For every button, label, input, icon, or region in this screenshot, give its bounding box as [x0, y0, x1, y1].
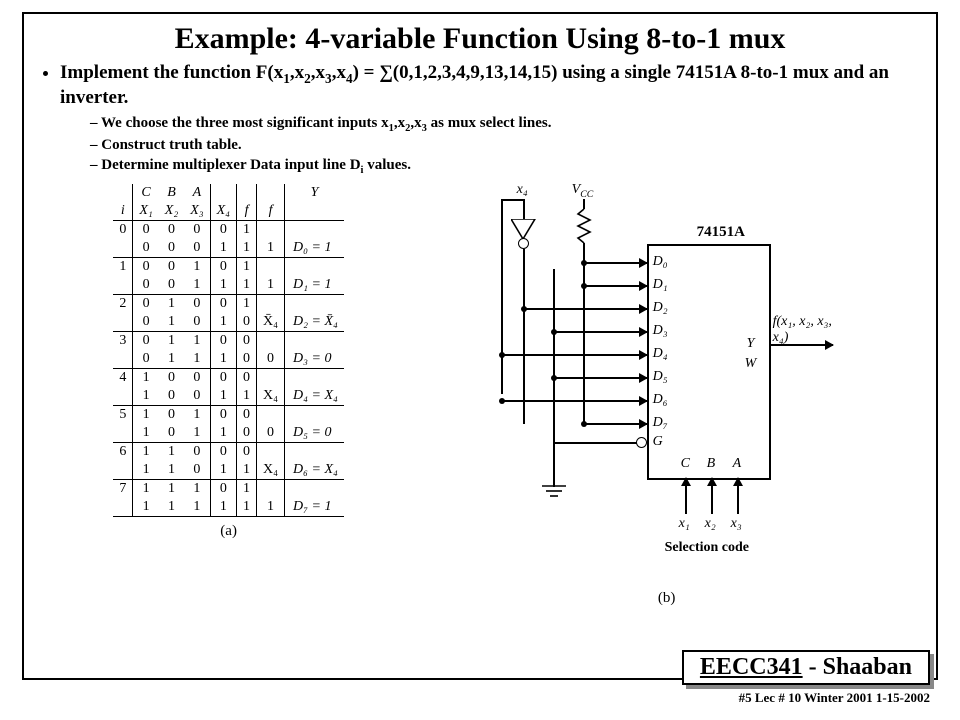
- output-label: f(x₁, x₂, x₃, x₄): [773, 314, 847, 346]
- caption-b: (b): [487, 590, 847, 607]
- bullet-1: Implement the function F(x1,x2,x3,x4) = …: [60, 62, 918, 176]
- bullet-list: Implement the function F(x1,x2,x3,x4) = …: [60, 62, 918, 176]
- subbullet-3: Determine multiplexer Data input line Di…: [90, 157, 918, 176]
- footnote: #5 Lec # 10 Winter 2001 1-15-2002: [739, 690, 930, 706]
- pin-g: G: [653, 434, 663, 450]
- subbullet-2: Construct truth table.: [90, 137, 918, 154]
- figure-a: CBA Y i X₁X₂X₃ X₄ff 0 000 0 1 000 1 1 1 …: [113, 184, 344, 607]
- slide-title: Example: 4-variable Function Using 8-to-…: [42, 22, 918, 56]
- label-vcc: VCC: [572, 182, 594, 200]
- chip-label: 74151A: [697, 224, 745, 241]
- pin-y: Y: [747, 336, 755, 352]
- slide-frame: Example: 4-variable Function Using 8-to-…: [22, 12, 938, 680]
- mux-circuit: x₄ VCC: [487, 184, 847, 584]
- subbullet-1: We choose the three most significant inp…: [90, 115, 918, 134]
- pin-w: W: [745, 356, 757, 372]
- course-footer: EECC341 - Shaaban: [682, 650, 930, 685]
- truth-table: CBA Y i X₁X₂X₃ X₄ff 0 000 0 1 000 1 1 1 …: [113, 184, 344, 517]
- figure-b: x₄ VCC: [487, 184, 847, 607]
- caption-a: (a): [113, 523, 344, 540]
- selection-code-label: Selection code: [665, 540, 749, 556]
- label-x4: x₄: [517, 182, 528, 198]
